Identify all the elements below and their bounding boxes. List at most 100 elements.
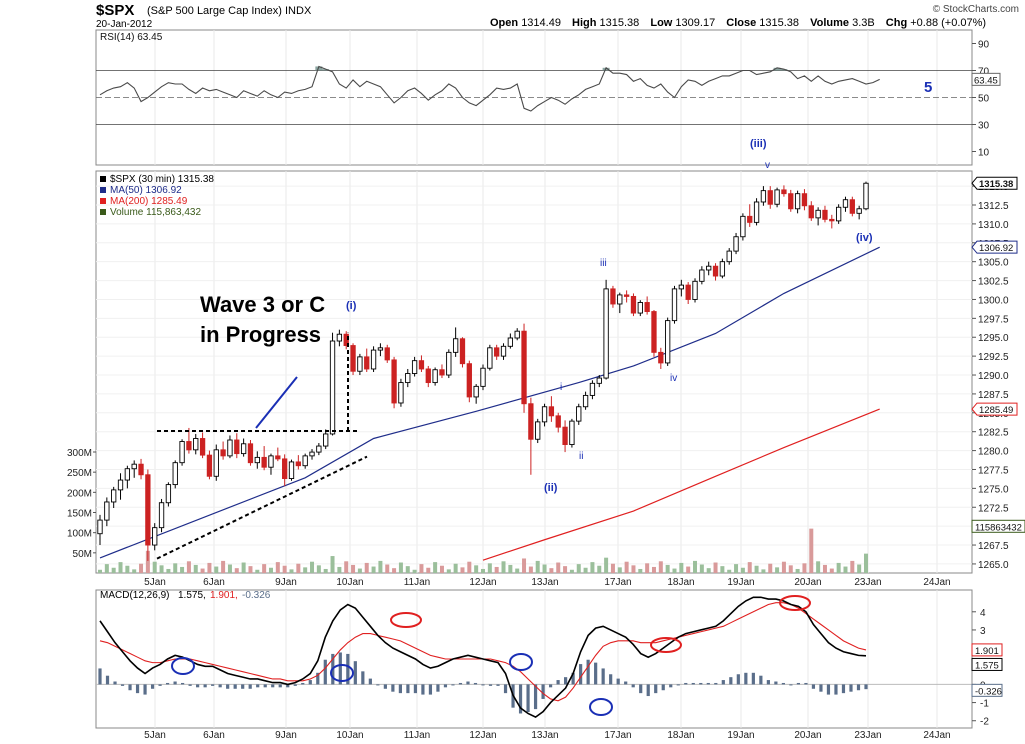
macd-legend-signal: 1.901, [210, 590, 238, 601]
volume-bar [241, 562, 246, 573]
volume-bar [159, 565, 164, 573]
candle-body [145, 474, 151, 546]
macd-crossover-circle [779, 595, 811, 611]
macd-histogram-bar [361, 671, 365, 685]
low-label: Low [650, 17, 673, 29]
candle-body [439, 369, 445, 376]
macd-histogram-bar [248, 684, 252, 689]
candle-body [288, 461, 295, 479]
candle-body [247, 443, 254, 464]
volume-bar [487, 563, 492, 573]
wave-label-i: (i) [346, 300, 357, 312]
volume-bar [268, 567, 273, 573]
x-tick-label-price: 24Jan [923, 577, 950, 588]
price-tick-label: 1310.0 [978, 220, 1009, 231]
macd-signal-tag [971, 643, 1003, 657]
macd-histogram-bar [278, 684, 282, 688]
volume-bar [275, 562, 280, 573]
x-tick-label-price: 11Jan [404, 577, 431, 588]
candle-body [432, 369, 438, 384]
macd-histogram-bar [226, 684, 230, 689]
x-tick-label-macd: 5Jan [144, 730, 166, 741]
x-tick-label-price: 12Jan [469, 577, 496, 588]
volume-bar [357, 568, 362, 573]
candle-body [487, 347, 493, 369]
volume-bar [405, 566, 410, 573]
macd-histogram-bar [586, 659, 590, 685]
volume-bar [515, 568, 520, 573]
macd-histogram-bar [203, 684, 207, 688]
price-legend-entry: MA(50) 1306.92 [110, 185, 182, 196]
volume-bar [180, 566, 185, 573]
candle-body [712, 265, 719, 277]
candle-body [357, 356, 363, 372]
macd-histogram-bar [601, 668, 605, 685]
candle-body [111, 489, 117, 503]
macd-histogram-bar [548, 684, 553, 688]
volume-bar [617, 567, 622, 573]
volume-tick-label: 50M [73, 549, 92, 560]
volume-bar [316, 565, 321, 573]
macd-histogram-bar [218, 684, 222, 688]
macd-histogram-bar [211, 684, 215, 686]
macd-histogram-bar [376, 684, 380, 686]
candle-body [165, 484, 172, 504]
volume-bar [193, 564, 198, 573]
candle-body [528, 403, 534, 440]
volume-bar [665, 564, 670, 573]
candle-body [199, 438, 206, 456]
macd-histogram-bar [263, 684, 267, 688]
candle-body [740, 215, 746, 238]
ma50-tag [971, 240, 1018, 254]
candle-body [507, 337, 514, 347]
volume-bar [693, 560, 698, 573]
open-value: 1314.49 [521, 17, 561, 29]
volume-bar [556, 562, 561, 573]
price-tick-label: 1297.5 [978, 314, 1009, 325]
macd-histogram-bar [458, 682, 463, 685]
volume-bar [604, 557, 609, 573]
volume-bar [576, 564, 581, 573]
volume-bar [679, 562, 684, 573]
macd-histogram-bar [639, 684, 643, 694]
macd-histogram-bar [383, 684, 387, 689]
candle-body [97, 519, 103, 535]
price-tick-label: 1290.0 [978, 371, 1009, 382]
volume-bar [132, 569, 137, 573]
candle-body [760, 190, 767, 203]
x-tick-label-price: 13Jan [531, 577, 558, 588]
volume-bar [460, 567, 465, 573]
macd-histogram-bar [181, 682, 185, 685]
candle-body [480, 367, 486, 387]
chg-value: +0.88 (+0.07%) [910, 17, 987, 29]
macd-hist-tag [971, 683, 1003, 697]
volume-bar [125, 565, 130, 573]
volume-bar [781, 561, 786, 573]
candle-body [863, 182, 869, 210]
macd-legend-hist: -0.326 [242, 590, 271, 601]
candle-body [514, 330, 520, 339]
volume-bar [145, 550, 150, 573]
chart-header: $SPX (S&P 500 Large Cap Index) INDX 20-J… [0, 0, 1025, 30]
candle-body [302, 455, 308, 467]
price-tick-label: 1295.0 [978, 333, 1009, 344]
volume-bar [624, 561, 629, 573]
volume-bar [686, 566, 691, 573]
macd-histogram-bar [796, 682, 801, 685]
candle-body [138, 463, 144, 476]
candle-body [856, 208, 862, 214]
candle-body [747, 215, 753, 223]
candle-body [220, 449, 226, 457]
price-tick-label: 1282.5 [978, 428, 1009, 439]
volume-bar [720, 566, 725, 573]
candle-body [835, 206, 842, 222]
macd-crossover-circle [330, 664, 354, 682]
candle-body [500, 345, 507, 357]
macd-histogram-bar [826, 684, 831, 695]
chart-date: 20-Jan-2012 [96, 19, 153, 30]
macd-histogram-bar [368, 678, 372, 685]
macd-histogram-bar [759, 675, 763, 685]
price-tick-label: 1267.5 [978, 541, 1009, 552]
volume-bar [166, 568, 171, 573]
candle-body [849, 199, 855, 214]
